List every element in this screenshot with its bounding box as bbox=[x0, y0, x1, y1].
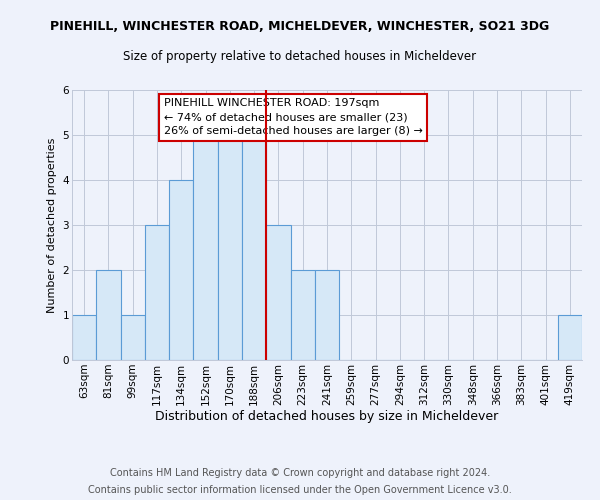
Text: Contains public sector information licensed under the Open Government Licence v3: Contains public sector information licen… bbox=[88, 485, 512, 495]
Bar bbox=[290, 270, 315, 360]
Bar bbox=[266, 225, 290, 360]
X-axis label: Distribution of detached houses by size in Micheldever: Distribution of detached houses by size … bbox=[155, 410, 499, 424]
Text: PINEHILL, WINCHESTER ROAD, MICHELDEVER, WINCHESTER, SO21 3DG: PINEHILL, WINCHESTER ROAD, MICHELDEVER, … bbox=[50, 20, 550, 33]
Bar bbox=[193, 135, 218, 360]
Bar bbox=[121, 315, 145, 360]
Text: Size of property relative to detached houses in Micheldever: Size of property relative to detached ho… bbox=[124, 50, 476, 63]
Bar bbox=[315, 270, 339, 360]
Bar bbox=[145, 225, 169, 360]
Bar bbox=[218, 135, 242, 360]
Text: Contains HM Land Registry data © Crown copyright and database right 2024.: Contains HM Land Registry data © Crown c… bbox=[110, 468, 490, 477]
Bar bbox=[558, 315, 582, 360]
Y-axis label: Number of detached properties: Number of detached properties bbox=[47, 138, 57, 312]
Bar bbox=[169, 180, 193, 360]
Bar bbox=[242, 135, 266, 360]
Bar bbox=[96, 270, 121, 360]
Bar bbox=[72, 315, 96, 360]
Text: PINEHILL WINCHESTER ROAD: 197sqm
← 74% of detached houses are smaller (23)
26% o: PINEHILL WINCHESTER ROAD: 197sqm ← 74% o… bbox=[164, 98, 422, 136]
